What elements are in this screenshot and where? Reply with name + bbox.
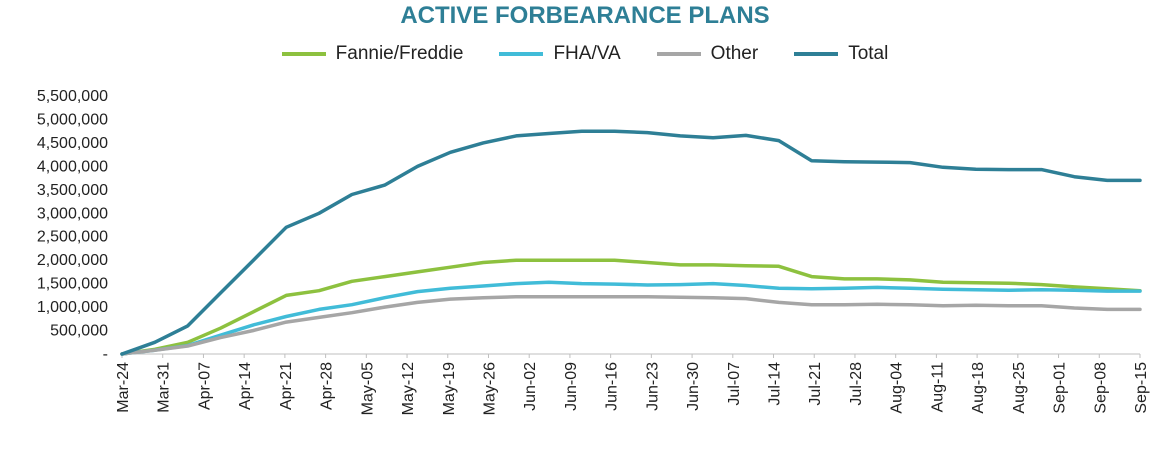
x-tick-label: Apr-21 bbox=[278, 362, 295, 410]
x-tick-label: Jul-14 bbox=[767, 362, 784, 406]
y-tick-label: 5,500,000 bbox=[37, 88, 108, 105]
y-tick-label: 1,500,000 bbox=[37, 276, 108, 293]
legend-label-fha-va: FHA/VA bbox=[553, 43, 621, 64]
x-tick-label: Sep-01 bbox=[1052, 362, 1069, 414]
x-tick-label: Apr-28 bbox=[319, 362, 336, 410]
legend-label-other: Other bbox=[710, 43, 759, 64]
x-tick-label: Aug-18 bbox=[970, 362, 987, 414]
legend-item-total: Total bbox=[794, 43, 888, 65]
legend-swatch-fannie-freddie bbox=[281, 52, 326, 56]
x-tick-label: Sep-08 bbox=[1092, 362, 1109, 414]
x-tick-label: Jul-28 bbox=[848, 362, 865, 406]
x-tick-label: Jun-16 bbox=[604, 362, 621, 411]
series-line-total bbox=[120, 129, 1142, 356]
legend-label-total: Total bbox=[848, 43, 889, 64]
x-tick-label: Apr-07 bbox=[196, 362, 213, 410]
x-tick-label: Jul-21 bbox=[807, 362, 824, 406]
x-tick-label: May-05 bbox=[359, 362, 376, 415]
x-tick-label: May-19 bbox=[441, 362, 458, 415]
x-tick-label: Jun-09 bbox=[563, 362, 580, 411]
x-tick-label: Mar-31 bbox=[156, 362, 173, 413]
legend-label-fannie-freddie: Fannie/Freddie bbox=[335, 43, 464, 64]
x-tick-label: Mar-24 bbox=[115, 362, 132, 413]
x-tick-label: Aug-04 bbox=[889, 362, 906, 414]
legend-item-other: Other bbox=[656, 43, 759, 65]
y-tick-label: 3,500,000 bbox=[37, 182, 108, 199]
x-tick-label: Sep-15 bbox=[1133, 362, 1150, 414]
y-tick-label: 1,000,000 bbox=[37, 299, 108, 316]
legend: Fannie/Freddie FHA/VA Other Total bbox=[0, 42, 1170, 66]
y-tick-label: 4,500,000 bbox=[37, 135, 108, 152]
x-tick-label: Jun-30 bbox=[685, 362, 702, 411]
y-tick-label: 2,000,000 bbox=[37, 252, 108, 269]
legend-item-fannie-freddie: Fannie/Freddie bbox=[281, 43, 464, 65]
x-tick-label: Aug-25 bbox=[1011, 362, 1028, 414]
legend-swatch-fha-va bbox=[499, 52, 544, 56]
series-line-fha-va bbox=[120, 280, 1142, 356]
legend-swatch-other bbox=[656, 52, 701, 56]
y-tick-label: 500,000 bbox=[50, 323, 108, 340]
x-tick-label: Jul-07 bbox=[726, 362, 743, 406]
y-tick-label: 5,000,000 bbox=[37, 111, 108, 128]
legend-swatch-total bbox=[794, 52, 839, 56]
chart-title: ACTIVE FORBEARANCE PLANS bbox=[400, 2, 770, 29]
legend-item-fha-va: FHA/VA bbox=[499, 43, 621, 65]
x-tick-label: Jun-23 bbox=[644, 362, 661, 411]
y-tick-label: 3,000,000 bbox=[37, 205, 108, 222]
y-tick-label: 4,000,000 bbox=[37, 158, 108, 175]
x-tick-label: May-12 bbox=[400, 362, 417, 415]
series-line-other bbox=[120, 295, 1142, 356]
x-tick-label: Apr-14 bbox=[237, 362, 254, 410]
x-tick-label: Aug-11 bbox=[929, 362, 946, 413]
series-line-fannie-freddie bbox=[120, 258, 1142, 356]
y-tick-label: 2,500,000 bbox=[37, 229, 108, 246]
y-tick-label: - bbox=[103, 346, 108, 363]
x-tick-label: Jun-02 bbox=[522, 362, 539, 411]
x-tick-label: May-26 bbox=[481, 362, 498, 415]
